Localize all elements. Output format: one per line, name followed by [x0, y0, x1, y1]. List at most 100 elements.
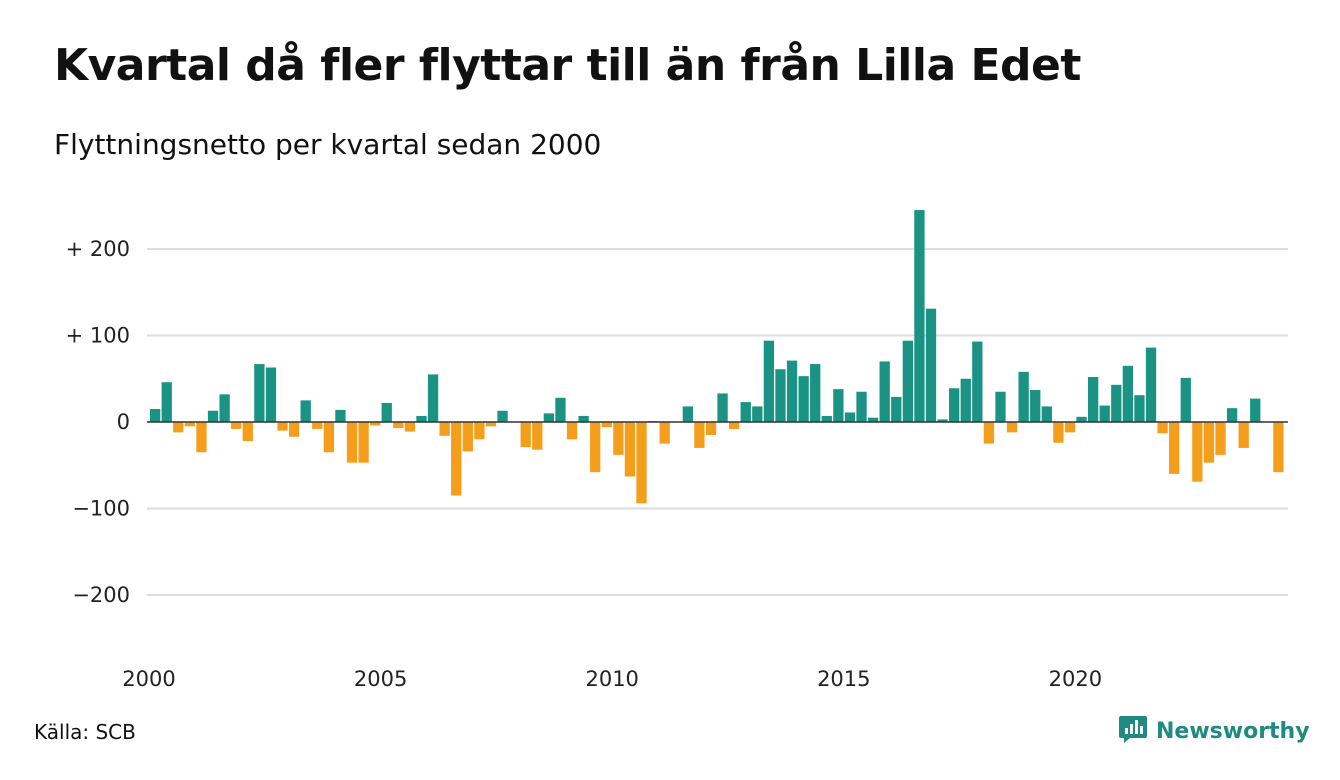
y-tick-label: −100: [72, 497, 130, 521]
bar-negative: [659, 422, 670, 444]
bar-positive: [254, 364, 265, 422]
bar-positive: [1041, 406, 1052, 422]
bar-negative: [601, 422, 612, 428]
bar-positive: [717, 393, 728, 422]
bar-negative: [485, 422, 497, 427]
x-tick-label: 2005: [354, 667, 407, 691]
bars: [150, 210, 1284, 504]
bar-positive: [810, 364, 821, 422]
bar-positive: [925, 308, 937, 422]
bar-positive: [543, 413, 555, 422]
x-tick-label: 2000: [122, 667, 175, 691]
bar-positive: [1099, 405, 1110, 422]
bar-negative: [729, 422, 740, 429]
bar-negative: [288, 422, 300, 437]
bar-positive: [555, 397, 566, 422]
source-note: Källa: SCB: [34, 720, 136, 744]
bar-negative: [242, 422, 253, 442]
bar-negative: [1215, 422, 1226, 455]
bar-positive: [914, 210, 925, 422]
bar-negative: [196, 422, 207, 453]
bar-negative: [370, 422, 381, 426]
y-tick-label: + 100: [66, 324, 130, 348]
bar-negative: [439, 422, 450, 436]
bar-negative: [1064, 422, 1076, 433]
x-axis-tick-labels: 2000 2005 2010 2015 2020: [122, 667, 1102, 691]
bar-positive: [740, 402, 751, 422]
bar-negative: [1192, 422, 1203, 482]
bar-negative: [1203, 422, 1215, 463]
bar-negative: [520, 422, 531, 448]
bar-positive: [1250, 398, 1261, 422]
bar-positive: [300, 400, 311, 423]
bar-negative: [474, 422, 485, 440]
bar-positive: [856, 391, 867, 422]
bar-positive: [972, 341, 983, 422]
bar-positive: [798, 376, 809, 422]
x-tick-label: 2010: [585, 667, 638, 691]
bar-negative: [636, 422, 647, 504]
bar-negative: [173, 422, 184, 433]
bar-positive: [207, 410, 219, 422]
bar-negative: [1273, 422, 1284, 473]
bar-positive: [775, 369, 786, 423]
bar-negative: [393, 422, 404, 429]
bar-positive: [1134, 395, 1145, 423]
x-tick-label: 2015: [817, 667, 870, 691]
bar-positive: [1076, 416, 1087, 422]
bar-positive: [821, 415, 832, 422]
bar-positive: [879, 361, 890, 422]
bar-positive: [1145, 347, 1157, 422]
bar-positive: [1018, 371, 1029, 422]
bar-negative: [346, 422, 358, 463]
bar-positive: [1180, 377, 1191, 422]
bar-positive: [1111, 384, 1122, 423]
bar-positive: [381, 402, 392, 422]
brand-logo[interactable]: Newsworthy: [1118, 714, 1310, 748]
bar-positive: [1087, 377, 1099, 422]
bar-positive: [891, 396, 902, 423]
bar-negative: [277, 422, 288, 431]
bar-positive: [752, 406, 763, 422]
bar-negative: [358, 422, 369, 463]
bar-positive: [763, 340, 775, 422]
bar-positive: [427, 374, 439, 423]
bar-positive: [1122, 365, 1134, 422]
bar-negative: [613, 422, 624, 455]
bar-positive: [995, 391, 1006, 422]
bar-negative: [404, 422, 416, 432]
bar-positive: [937, 419, 948, 422]
bar-positive: [902, 340, 913, 422]
bar-negative: [231, 422, 242, 429]
bar-negative: [1238, 422, 1249, 448]
bar-positive: [497, 410, 508, 422]
bar-negative: [451, 422, 462, 496]
bar-positive: [960, 378, 971, 422]
bar-positive: [219, 394, 230, 422]
bar-negative: [983, 422, 995, 444]
bar-negative: [705, 422, 717, 435]
y-tick-label: −200: [72, 583, 130, 607]
bar-positive: [150, 409, 161, 422]
bar-positive: [416, 415, 427, 422]
bar-positive: [265, 367, 277, 422]
newsworthy-logo-icon: [1118, 714, 1148, 748]
chart-subtitle: Flyttningsnetto per kvartal sedan 2000: [54, 128, 602, 161]
bar-positive: [578, 415, 589, 422]
y-tick-label: 0: [117, 410, 130, 434]
bar-positive: [161, 382, 172, 422]
y-axis-tick-labels: + 200 + 100 0 −100 −200: [66, 237, 130, 607]
bar-positive: [335, 409, 346, 422]
bar-negative: [1053, 422, 1064, 443]
bar-negative: [694, 422, 705, 448]
bar-positive: [1030, 390, 1041, 423]
bar-negative: [1006, 422, 1018, 433]
bar-positive: [682, 406, 693, 422]
bar-negative: [566, 422, 578, 440]
bar-negative: [624, 422, 636, 477]
bar-positive: [949, 388, 960, 422]
chart-title: Kvartal då fler flyttar till än från Lil…: [54, 40, 1081, 91]
brand-name: Newsworthy: [1156, 718, 1310, 744]
bar-negative: [1169, 422, 1180, 474]
